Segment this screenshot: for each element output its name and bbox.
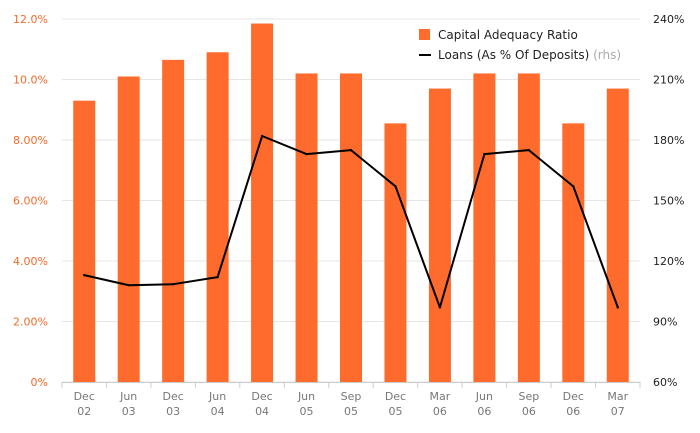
x-tick-label: Jun: [208, 390, 226, 403]
line-point: [483, 152, 486, 156]
bar: [73, 100, 96, 383]
line-point: [394, 185, 397, 188]
axes: 0% 2.00% 4.00% 6.00% 8.00% 10.0% 12.0% 60% 90% 12…: [13, 13, 684, 418]
bar-series: [73, 23, 629, 383]
x-tick-label: 05: [388, 405, 402, 418]
y-right-tick-label: 120%: [653, 255, 684, 268]
line-point: [349, 148, 353, 152]
bar: [206, 52, 229, 383]
bar: [473, 73, 496, 382]
line-point: [83, 273, 86, 277]
x-tick-label: Dec: [163, 390, 184, 403]
line-point: [171, 282, 175, 286]
x-tick-label: 03: [166, 405, 180, 418]
line-point: [305, 152, 308, 156]
x-tick-label: 06: [433, 405, 447, 418]
bar: [295, 73, 318, 382]
bar: [340, 73, 362, 382]
x-tick-label: Dec: [251, 390, 272, 403]
x-tick-label: Mar: [430, 390, 451, 403]
x-tick-label: 04: [255, 405, 269, 418]
bar: [517, 73, 540, 382]
line-point: [616, 306, 619, 309]
bar: [606, 88, 629, 382]
x-tick-label: 07: [611, 405, 625, 418]
legend-label-capital-adequacy: Capital Adequacy Ratio: [438, 28, 578, 42]
line-point: [572, 185, 575, 188]
y-left-tick-label: 4.00%: [13, 255, 48, 268]
bar: [162, 59, 185, 383]
y-left-tick-label: 10.0%: [13, 74, 48, 87]
y-left-tick-label: 12.0%: [13, 13, 48, 26]
x-tick-label: Sep: [518, 390, 539, 403]
legend: Capital Adequacy Ratio Loans (As % Of Dep…: [419, 28, 621, 62]
x-tick-label: 06: [477, 405, 491, 418]
legend-label-loans: Loans (As % Of Deposits) (rhs): [438, 48, 621, 62]
x-tick-label: Sep: [341, 390, 362, 403]
legend-rhs-note: (rhs): [593, 48, 621, 62]
y-right-tick-label: 90%: [653, 316, 677, 329]
x-tick-label: 04: [211, 405, 225, 418]
x-tick-label: Mar: [607, 390, 628, 403]
x-tick-label: 06: [522, 405, 536, 418]
y-right-tick-label: 180%: [653, 134, 684, 147]
x-tick-label: Jun: [475, 390, 493, 403]
y-right-tick-label: 210%: [653, 74, 684, 87]
x-tick-label: Jun: [119, 390, 137, 403]
line-point: [127, 284, 130, 287]
y-right-tick-label: 240%: [653, 13, 684, 26]
x-tick-label: 06: [566, 405, 580, 418]
x-tick-label: Dec: [563, 390, 584, 403]
y-right-tick-label: 60%: [653, 376, 677, 389]
y-right-tick-label: 150%: [653, 195, 684, 208]
x-tick-label: Dec: [385, 390, 406, 403]
x-tick-label: 05: [344, 405, 358, 418]
line-point: [216, 275, 219, 279]
x-tick-label: Jun: [297, 390, 315, 403]
bar: [117, 76, 140, 382]
y-left-tick-label: 2.00%: [13, 316, 48, 329]
legend-swatch-bar: [419, 29, 430, 40]
bar: [384, 123, 407, 383]
bar: [251, 23, 274, 382]
bar: [562, 123, 585, 383]
bar: [428, 88, 451, 382]
line-point: [260, 134, 264, 138]
y-left-tick-label: 6.00%: [13, 195, 48, 208]
line-point: [527, 148, 531, 152]
x-tick-label: 03: [122, 405, 136, 418]
x-tick-label: Dec: [74, 390, 95, 403]
line-point: [438, 306, 442, 309]
x-tick-label: 02: [77, 405, 91, 418]
line-series: [83, 134, 619, 309]
x-tick-label: 05: [300, 405, 314, 418]
y-left-tick-label: 8.00%: [13, 134, 48, 147]
y-left-tick-label: 0%: [31, 376, 48, 389]
